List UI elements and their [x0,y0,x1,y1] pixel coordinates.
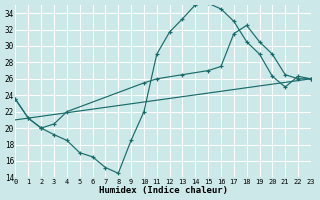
X-axis label: Humidex (Indice chaleur): Humidex (Indice chaleur) [99,186,228,195]
